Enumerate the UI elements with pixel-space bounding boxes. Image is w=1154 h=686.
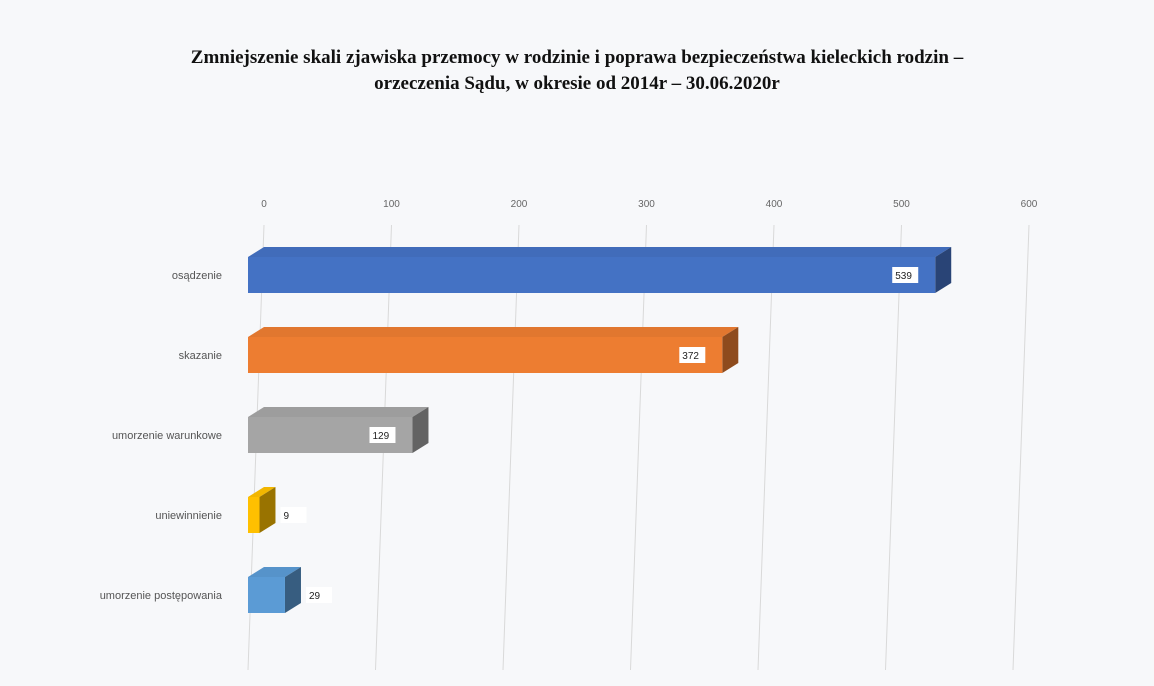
x-tick-label: 400 [766,199,783,210]
bar-face [284,567,301,613]
grid-line [502,224,520,671]
bar-face [248,417,413,453]
bar-face [248,327,739,337]
value-label: 539 [895,271,912,282]
bar [248,487,276,533]
value-label-box [280,507,307,523]
y-tick-label: uniewinnienie [155,510,222,522]
value-label-box [892,267,919,283]
value-label-box [305,587,332,603]
chart-title: orzeczenia Sądu, w okresie od 2014r – 30… [374,73,780,94]
bar [248,247,952,293]
value-label: 9 [283,511,289,522]
y-tick-label: umorzenie postępowania [100,590,223,602]
bar-face [259,487,276,533]
bar-face [248,497,260,533]
x-tick-label: 0 [261,199,267,210]
bar-face [248,407,429,417]
value-label-box [369,427,396,443]
bar [248,407,429,453]
bar-face [412,407,429,453]
bar [248,567,301,613]
value-label-box [679,347,706,363]
bar-face [248,257,936,293]
x-tick-label: 500 [893,199,910,210]
x-tick-label: 200 [511,199,528,210]
bar-face [248,247,952,257]
value-label: 372 [682,351,699,362]
y-tick-label: umorzenie warunkowe [112,430,222,442]
bar-face [248,577,285,613]
grid-line [1012,224,1030,671]
bar-face [935,247,952,293]
grid-line [630,224,647,671]
bar [248,327,739,373]
chart-title: Zmniejszenie skali zjawiska przemocy w r… [191,47,964,68]
y-tick-label: osądzenie [172,270,222,282]
x-tick-label: 300 [638,199,655,210]
value-label: 129 [372,431,389,442]
x-tick-label: 600 [1021,199,1038,210]
grid-line [885,224,902,671]
bar-face [248,337,723,373]
bar-face [248,487,276,497]
y-tick-label: skazanie [179,350,222,362]
grid-line [757,224,775,671]
x-tick-label: 100 [383,199,400,210]
value-label: 29 [309,591,321,602]
bar-face [248,567,301,577]
bar-face [722,327,739,373]
